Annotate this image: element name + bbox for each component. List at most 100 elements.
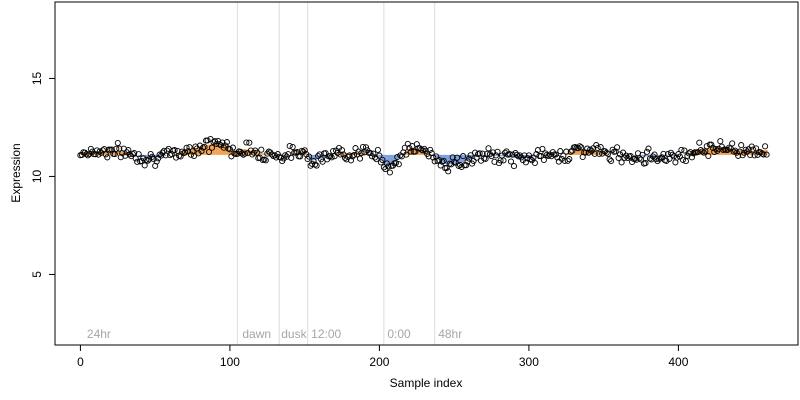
data-point bbox=[527, 155, 534, 163]
x-axis-title: Sample index bbox=[390, 376, 463, 390]
data-point bbox=[534, 147, 541, 154]
data-point bbox=[273, 154, 280, 161]
data-point bbox=[509, 151, 516, 158]
data-point bbox=[717, 138, 724, 145]
data-point bbox=[108, 146, 115, 153]
data-point bbox=[164, 147, 171, 154]
data-point bbox=[500, 157, 507, 164]
data-point bbox=[531, 159, 538, 167]
data-point bbox=[486, 151, 494, 158]
data-point bbox=[315, 152, 322, 160]
data-point bbox=[141, 162, 148, 169]
data-point bbox=[376, 152, 383, 159]
data-point bbox=[612, 148, 619, 155]
data-point bbox=[223, 139, 230, 146]
data-point bbox=[238, 150, 245, 157]
data-point bbox=[443, 164, 450, 172]
data-point bbox=[488, 153, 495, 160]
data-point bbox=[425, 153, 432, 160]
data-point bbox=[507, 158, 515, 165]
data-point bbox=[513, 151, 520, 158]
data-point bbox=[688, 154, 695, 161]
annotation-label: dawn bbox=[242, 327, 271, 341]
data-point bbox=[633, 156, 640, 163]
data-point bbox=[563, 148, 570, 155]
data-point bbox=[445, 168, 452, 175]
data-point bbox=[763, 151, 770, 158]
data-point bbox=[705, 152, 712, 160]
data-point bbox=[362, 144, 370, 151]
data-point bbox=[183, 144, 190, 151]
data-point bbox=[760, 151, 767, 158]
data-point bbox=[473, 154, 480, 161]
data-point bbox=[594, 144, 601, 152]
data-point bbox=[198, 148, 205, 155]
annotations: 24hr dawn dusk 12:00 0:00 48hr bbox=[87, 327, 462, 341]
data-point bbox=[578, 144, 585, 151]
data-point bbox=[545, 152, 552, 159]
data-point bbox=[356, 155, 364, 162]
data-point bbox=[352, 145, 359, 152]
data-point bbox=[729, 140, 736, 147]
data-point bbox=[669, 151, 676, 158]
data-point bbox=[104, 154, 111, 161]
plot-frame bbox=[54, 1, 799, 346]
data-point bbox=[407, 148, 414, 155]
data-point bbox=[102, 151, 109, 158]
data-point bbox=[747, 151, 754, 159]
data-point bbox=[615, 154, 622, 162]
data-point bbox=[736, 148, 743, 155]
data-point bbox=[709, 144, 716, 151]
data-point bbox=[569, 147, 576, 154]
data-point bbox=[437, 162, 444, 169]
data-point bbox=[226, 146, 233, 153]
data-point bbox=[153, 158, 160, 165]
data-point bbox=[301, 147, 308, 154]
data-point bbox=[383, 160, 390, 167]
data-point bbox=[681, 147, 688, 154]
x-tick-label: 100 bbox=[220, 355, 240, 369]
data-point bbox=[712, 145, 719, 152]
data-point bbox=[454, 154, 461, 161]
data-point bbox=[403, 151, 410, 158]
annotation-label: 48hr bbox=[438, 327, 462, 341]
data-point bbox=[246, 139, 253, 146]
data-point bbox=[392, 159, 399, 167]
data-point bbox=[673, 154, 680, 161]
data-point bbox=[753, 145, 760, 152]
data-point bbox=[144, 157, 151, 164]
data-point bbox=[597, 144, 604, 151]
data-point bbox=[642, 160, 649, 167]
data-point bbox=[708, 141, 715, 148]
data-point bbox=[313, 162, 320, 169]
data-point bbox=[412, 148, 419, 155]
data-point bbox=[288, 154, 295, 161]
data-point bbox=[340, 151, 347, 158]
data-point bbox=[327, 153, 334, 160]
data-point bbox=[205, 148, 213, 156]
data-point bbox=[258, 146, 265, 153]
data-point bbox=[682, 158, 689, 165]
data-point bbox=[262, 157, 269, 164]
y-tick-label: 15 bbox=[30, 71, 44, 85]
data-point bbox=[152, 162, 159, 169]
data-point bbox=[350, 151, 358, 159]
x-tick-label: 400 bbox=[668, 355, 688, 369]
data-point bbox=[173, 154, 180, 161]
data-point bbox=[201, 143, 208, 150]
data-point bbox=[576, 143, 583, 150]
data-point bbox=[575, 145, 582, 152]
data-point bbox=[690, 150, 697, 157]
y-tick-label: 5 bbox=[30, 271, 44, 278]
data-point bbox=[134, 158, 141, 165]
data-point bbox=[648, 156, 655, 163]
data-point bbox=[187, 151, 195, 158]
data-point bbox=[286, 142, 293, 150]
data-point bbox=[676, 153, 683, 160]
data-point bbox=[99, 147, 106, 154]
data-point bbox=[485, 145, 492, 152]
data-point bbox=[192, 143, 199, 150]
data-point bbox=[208, 144, 216, 151]
data-point bbox=[312, 161, 319, 168]
data-point bbox=[129, 150, 136, 158]
